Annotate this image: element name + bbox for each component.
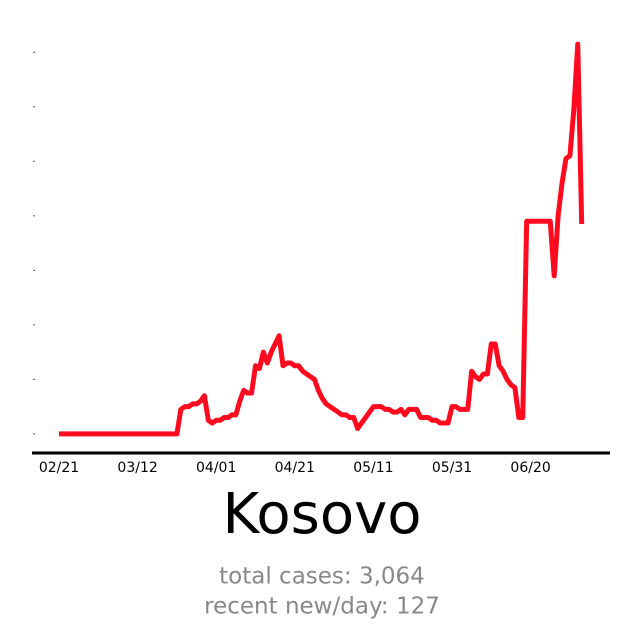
x-tick-label: 02/21 bbox=[39, 460, 79, 476]
x-tick-label: 05/11 bbox=[353, 460, 393, 476]
x-tick-label: 04/21 bbox=[275, 460, 315, 476]
line bbox=[59, 41, 585, 437]
x-tick-label: 04/01 bbox=[196, 460, 236, 476]
chart-title: Kosovo bbox=[222, 482, 421, 547]
x-tick-label: 05/31 bbox=[432, 460, 472, 476]
subtitle: total cases: 3,064 bbox=[219, 564, 425, 590]
x-tick-label: 03/12 bbox=[117, 460, 157, 476]
x-tick-label: 06/20 bbox=[510, 460, 550, 476]
subtitle: recent new/day: 127 bbox=[204, 594, 440, 620]
